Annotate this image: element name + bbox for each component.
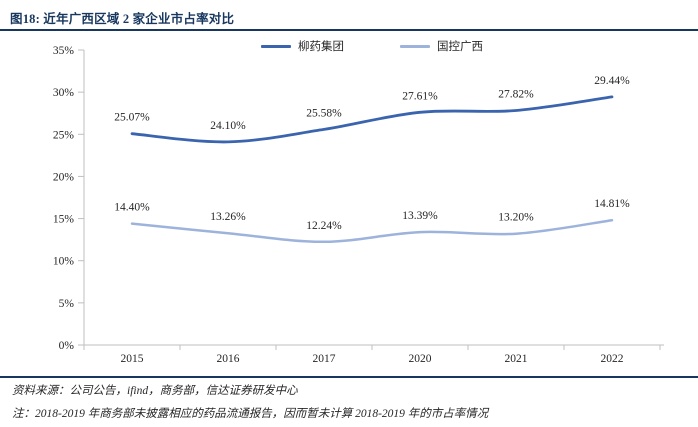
data-label: 12.24% — [306, 220, 342, 232]
x-axis-label: 2020 — [409, 353, 432, 365]
y-axis-label: 20% — [53, 171, 75, 183]
data-label: 27.82% — [498, 89, 534, 101]
y-axis-label: 25% — [53, 129, 75, 141]
x-axis-label: 2015 — [121, 353, 144, 365]
data-label: 25.58% — [306, 107, 342, 119]
data-label: 24.10% — [210, 120, 246, 132]
y-axis-label: 35% — [53, 45, 75, 57]
x-axis-label: 2017 — [313, 353, 336, 365]
data-label: 14.81% — [594, 198, 630, 210]
chart-title: 图18: 近年广西区域 2 家企业市占率对比 — [10, 12, 235, 26]
y-axis-label: 30% — [53, 87, 75, 99]
legend-label: 柳药集团 — [298, 41, 344, 53]
legend-item-guokong: 国控广西 — [400, 38, 483, 54]
x-axis-label: 2021 — [505, 353, 528, 365]
legend-line-swatch — [261, 44, 291, 48]
y-axis-label: 10% — [53, 256, 75, 268]
data-label: 14.40% — [114, 202, 150, 214]
legend-line-swatch — [400, 44, 430, 48]
series-line — [130, 218, 614, 244]
footnote-divider — [0, 376, 698, 378]
legend-label: 国控广西 — [437, 41, 483, 53]
series-line — [130, 95, 614, 144]
x-axis-label: 2022 — [601, 353, 624, 365]
x-axis-label: 2016 — [217, 353, 240, 365]
chart-legend: 柳药集团 国控广西 — [84, 38, 660, 54]
data-label: 13.20% — [498, 212, 534, 224]
data-label: 13.39% — [402, 210, 438, 222]
legend-item-liuyao: 柳药集团 — [261, 38, 344, 54]
data-label: 13.26% — [210, 211, 246, 223]
title-divider — [0, 29, 698, 31]
source-text: 资料来源：公司公告，ifind，商务部，信达证券研发中心 — [12, 385, 298, 397]
y-axis-label: 15% — [53, 214, 75, 226]
data-label: 29.44% — [594, 75, 630, 87]
data-label: 25.07% — [114, 112, 150, 124]
y-axis-label: 0% — [59, 340, 75, 352]
data-label: 27.61% — [402, 90, 438, 102]
note-text: 注：2018-2019 年商务部未披露相应的药品流通报告，因而暂未计算 2018… — [12, 408, 489, 420]
y-axis-label: 5% — [59, 298, 75, 310]
